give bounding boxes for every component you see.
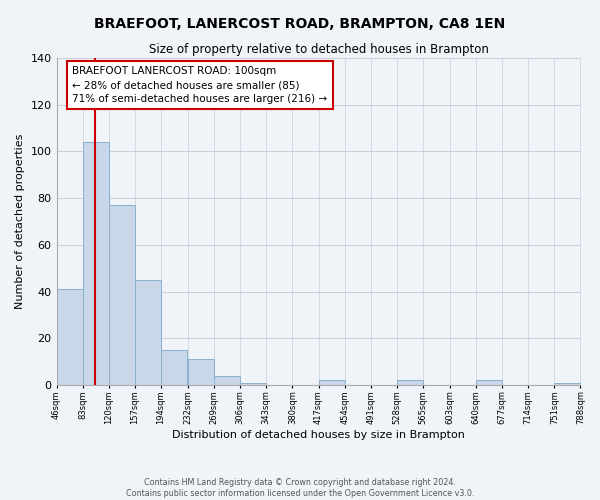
Bar <box>554 382 580 385</box>
Bar <box>397 380 423 385</box>
Bar <box>161 350 187 385</box>
X-axis label: Distribution of detached houses by size in Brampton: Distribution of detached houses by size … <box>172 430 465 440</box>
Text: BRAEFOOT LANERCOST ROAD: 100sqm
← 28% of detached houses are smaller (85)
71% of: BRAEFOOT LANERCOST ROAD: 100sqm ← 28% of… <box>72 66 328 104</box>
Bar <box>135 280 161 385</box>
Title: Size of property relative to detached houses in Brampton: Size of property relative to detached ho… <box>149 42 488 56</box>
Text: BRAEFOOT, LANERCOST ROAD, BRAMPTON, CA8 1EN: BRAEFOOT, LANERCOST ROAD, BRAMPTON, CA8 … <box>94 18 506 32</box>
Bar <box>109 205 135 385</box>
Text: Contains HM Land Registry data © Crown copyright and database right 2024.
Contai: Contains HM Land Registry data © Crown c… <box>126 478 474 498</box>
Bar <box>56 289 83 385</box>
Bar <box>240 382 266 385</box>
Bar <box>83 142 109 385</box>
Bar <box>319 380 344 385</box>
Y-axis label: Number of detached properties: Number of detached properties <box>15 134 25 309</box>
Bar <box>476 380 502 385</box>
Bar <box>214 376 240 385</box>
Bar <box>188 359 214 385</box>
